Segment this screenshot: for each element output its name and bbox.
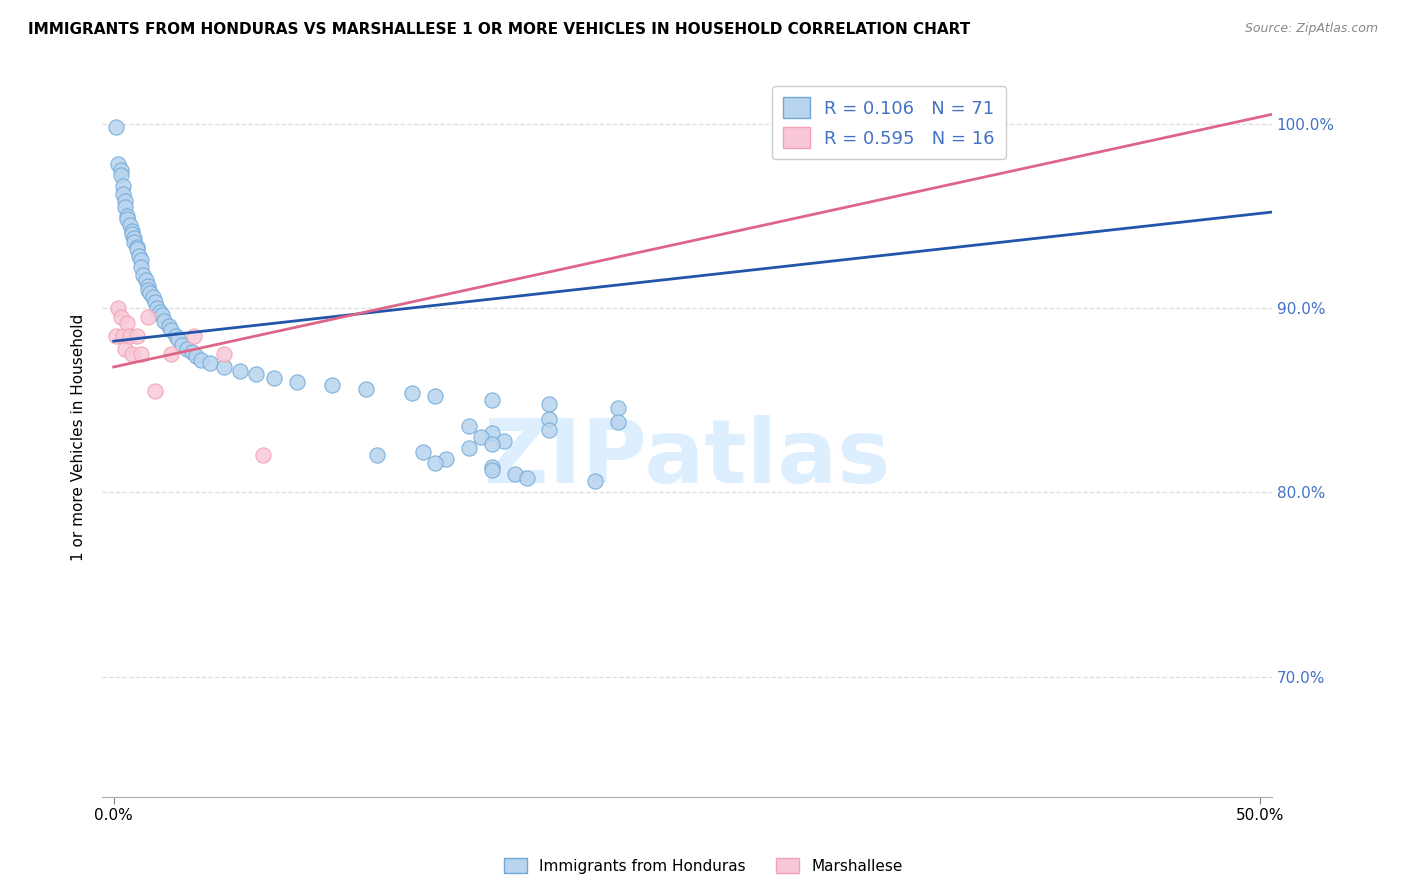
Point: [143, 295, 166, 310]
Point: [143, 384, 166, 398]
Point: [607, 415, 630, 429]
Point: [125, 328, 148, 343]
Point: [125, 240, 148, 254]
Legend: R = 0.106   N = 71, R = 0.595   N = 16: R = 0.106 N = 71, R = 0.595 N = 16: [772, 87, 1005, 159]
Point: [180, 345, 202, 359]
Point: [212, 347, 235, 361]
Point: [121, 223, 143, 237]
Point: [107, 301, 129, 315]
Point: [458, 419, 481, 434]
Point: [212, 359, 235, 374]
Point: [172, 338, 194, 352]
Point: [117, 209, 139, 223]
Point: [111, 328, 134, 343]
Point: [321, 378, 343, 392]
Point: [118, 218, 141, 232]
Point: [607, 401, 630, 415]
Point: [412, 445, 434, 459]
Point: [186, 349, 208, 363]
Point: [142, 290, 165, 304]
Point: [165, 328, 187, 343]
Point: [117, 212, 139, 227]
Point: [111, 179, 134, 194]
Point: [148, 304, 170, 318]
Point: [129, 252, 152, 267]
Point: [107, 157, 129, 171]
Point: [434, 452, 457, 467]
Point: [503, 467, 526, 481]
Point: [110, 310, 132, 325]
Point: [146, 301, 169, 315]
Point: [183, 328, 205, 343]
Point: [160, 347, 183, 361]
Point: [190, 352, 212, 367]
Point: [129, 260, 152, 275]
Point: [458, 441, 481, 455]
Point: [538, 411, 561, 425]
Point: [423, 389, 446, 403]
Point: [139, 286, 162, 301]
Point: [104, 328, 127, 343]
Point: [538, 397, 561, 411]
Point: [492, 434, 515, 448]
Point: [136, 310, 159, 325]
Point: [481, 463, 503, 477]
Point: [125, 242, 148, 256]
Point: [121, 227, 143, 242]
Point: [167, 332, 190, 346]
Text: ZIPatlas: ZIPatlas: [484, 415, 890, 502]
Y-axis label: 1 or more Vehicles in Household: 1 or more Vehicles in Household: [72, 313, 86, 561]
Point: [136, 283, 159, 297]
Point: [160, 323, 183, 337]
Point: [118, 328, 141, 343]
Point: [111, 186, 134, 201]
Point: [114, 342, 136, 356]
Point: [135, 273, 157, 287]
Point: [401, 385, 423, 400]
Point: [114, 200, 136, 214]
Point: [110, 162, 132, 177]
Point: [128, 249, 150, 263]
Point: [481, 393, 503, 408]
Point: [150, 309, 173, 323]
Point: [104, 120, 127, 135]
Point: [121, 347, 143, 361]
Point: [245, 368, 267, 382]
Point: [110, 168, 132, 182]
Text: Source: ZipAtlas.com: Source: ZipAtlas.com: [1244, 22, 1378, 36]
Point: [132, 268, 155, 282]
Point: [153, 314, 176, 328]
Point: [117, 316, 139, 330]
Point: [481, 426, 503, 441]
Point: [354, 382, 377, 396]
Point: [198, 356, 221, 370]
Point: [538, 423, 561, 437]
Point: [366, 449, 388, 463]
Point: [129, 347, 152, 361]
Point: [124, 231, 146, 245]
Legend: Immigrants from Honduras, Marshallese: Immigrants from Honduras, Marshallese: [498, 852, 908, 880]
Point: [470, 430, 492, 444]
Point: [481, 437, 503, 451]
Point: [481, 459, 503, 474]
Point: [423, 456, 446, 470]
Point: [157, 319, 180, 334]
Point: [136, 278, 159, 293]
Text: IMMIGRANTS FROM HONDURAS VS MARSHALLESE 1 OR MORE VEHICLES IN HOUSEHOLD CORRELAT: IMMIGRANTS FROM HONDURAS VS MARSHALLESE …: [28, 22, 970, 37]
Point: [124, 235, 146, 249]
Point: [229, 364, 252, 378]
Point: [252, 449, 274, 463]
Point: [176, 342, 198, 356]
Point: [583, 475, 606, 489]
Point: [263, 371, 285, 385]
Point: [285, 375, 308, 389]
Point: [515, 470, 537, 484]
Point: [114, 194, 136, 208]
